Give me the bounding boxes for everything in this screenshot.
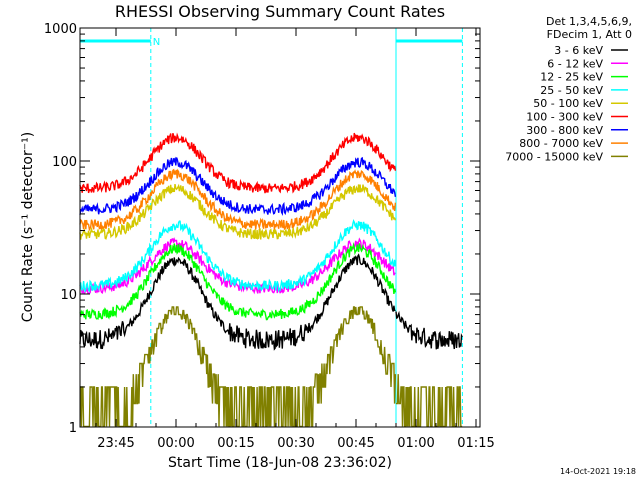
legend-label: 300 - 800 keV: [526, 124, 603, 137]
y-tick-label: 10: [60, 288, 77, 303]
axis-ticks: 23:45 00:00 00:15 00:30 00:45 01:00 01:15 1 10 10…: [44, 22, 495, 451]
x-tick-label: 01:15: [457, 436, 494, 451]
legend-label: 25 - 50 keV: [540, 84, 603, 97]
series-line-7000-15000-kev: [80, 306, 463, 428]
x-axis-label: Start Time (18-Jun-08 23:36:02): [168, 455, 392, 471]
legend-label: 7000 - 15000 keV: [505, 150, 603, 163]
x-tick-label: 00:15: [217, 436, 254, 451]
y-axis-label: Count Rate (s⁻¹ detector⁻¹): [20, 132, 36, 322]
legend-label: 6 - 12 keV: [547, 57, 603, 70]
legend-label: 3 - 6 keV: [554, 44, 603, 57]
chart-title: RHESSI Observing Summary Count Rates: [115, 2, 445, 21]
series-line-800-7000-kev: [79, 168, 397, 232]
plot-area: N: [79, 28, 463, 428]
plot-frame: [79, 27, 481, 428]
x-tick-label: 01:00: [397, 436, 434, 451]
legend-label: 50 - 100 keV: [533, 97, 603, 110]
x-tick-label: 00:45: [337, 436, 374, 451]
legend-header-line: FDecim 1, Att 0: [547, 28, 632, 41]
legend-label: 100 - 300 keV: [526, 111, 603, 124]
y-tick-label: 100: [52, 155, 77, 170]
legend: Det 1,3,4,5,6,9,FDecim 1, Att 0 3 - 6 keV…: [505, 15, 632, 163]
generation-timestamp: 14-Oct-2021 19:18: [560, 467, 636, 476]
y-tick-label: 1000: [44, 22, 77, 37]
series-line-3-6-kev: [79, 253, 463, 351]
series-line-300-800-kev: [79, 156, 397, 217]
series-line-12-25-kev: [79, 242, 397, 321]
legend-label: 800 - 7000 keV: [519, 137, 603, 150]
legend-header-line: Det 1,3,4,5,6,9,: [546, 15, 632, 28]
series-line-25-50-kev: [79, 219, 397, 293]
y-tick-label: 1: [69, 421, 77, 436]
series-line-6-12-kev: [79, 237, 396, 295]
x-tick-label: 00:00: [157, 436, 194, 451]
legend-label: 12 - 25 keV: [540, 71, 603, 84]
series-line-50-100-kev: [79, 183, 397, 240]
x-tick-label: 00:30: [277, 436, 314, 451]
night-bar-label: N: [153, 37, 160, 48]
series-line-100-300-kev: [79, 132, 397, 194]
x-tick-label: 23:45: [97, 436, 134, 451]
